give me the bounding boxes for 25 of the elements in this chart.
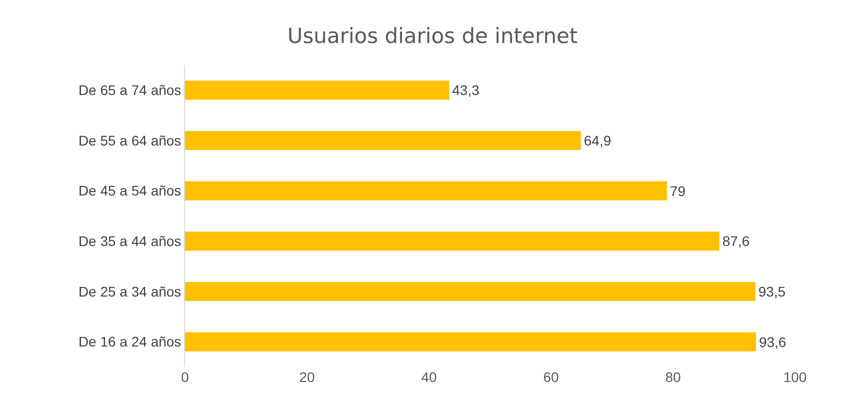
x-tick-label: 0 [181, 369, 190, 385]
bar [185, 232, 720, 251]
bar [185, 130, 581, 150]
x-tick-label: 80 [665, 369, 681, 385]
data-label: 87,6 [722, 233, 750, 250]
y-tick-label: De 55 a 64 años [78, 132, 182, 148]
y-tick-label: De 16 a 24 años [78, 334, 182, 350]
data-label: 79 [670, 182, 686, 199]
x-tick-label: 60 [543, 369, 559, 385]
y-tick-label: De 25 a 34 años [78, 283, 182, 300]
x-tick-label: 40 [421, 369, 437, 385]
bar [185, 332, 756, 352]
x-tick-label: 100 [783, 369, 807, 385]
bar [185, 80, 450, 100]
chart-title: Usuarios diarios de internet [287, 24, 578, 48]
data-label: 64,9 [584, 132, 612, 148]
bar [185, 181, 667, 200]
data-label: 93,5 [758, 284, 786, 300]
y-tick-label: De 35 a 44 años [78, 233, 182, 250]
data-label: 43,3 [452, 82, 480, 98]
x-tick-label: 20 [299, 369, 315, 385]
y-tick-label: De 45 a 54 años [78, 182, 182, 199]
data-label: 93,6 [758, 334, 786, 350]
bar [185, 282, 756, 302]
y-tick-label: De 65 a 74 años [78, 82, 182, 98]
